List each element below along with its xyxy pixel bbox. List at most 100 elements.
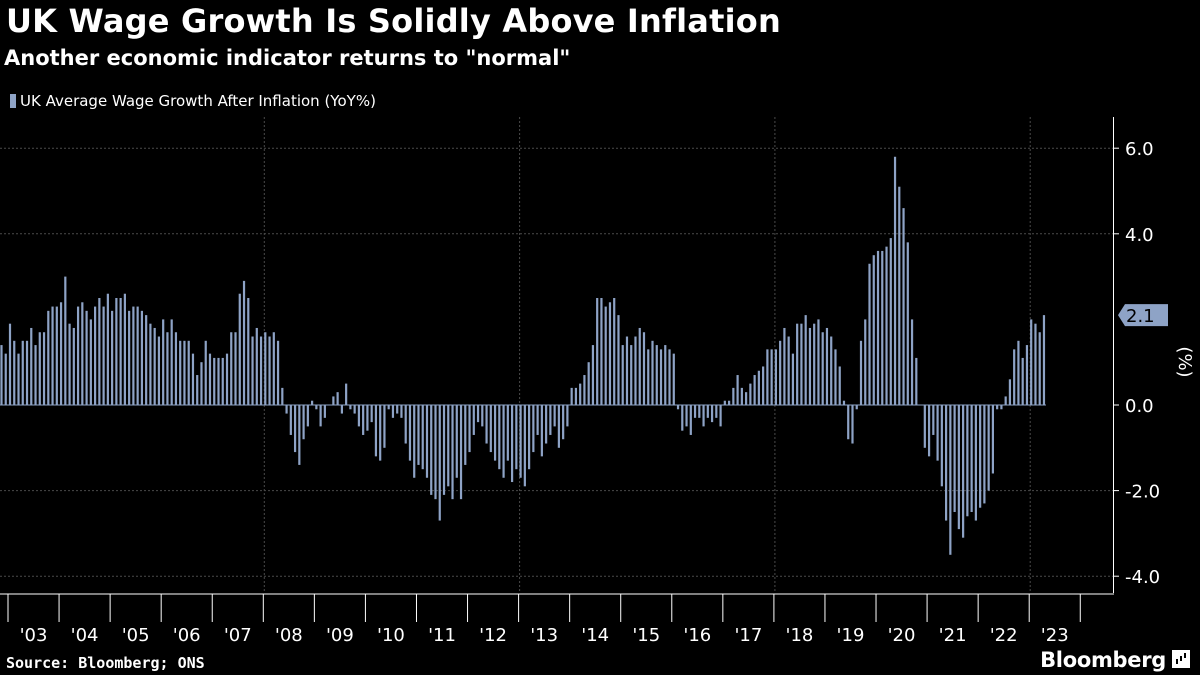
bar: [1025, 345, 1029, 405]
bar: [404, 405, 407, 444]
bar: [1017, 340, 1020, 405]
bar: [353, 405, 356, 414]
bar: [128, 310, 131, 405]
bar: [447, 405, 450, 487]
bar: [510, 405, 514, 483]
bar: [315, 405, 318, 410]
bar: [821, 332, 824, 405]
bar: [996, 405, 999, 410]
bar: [902, 208, 905, 405]
bar: [370, 405, 373, 423]
bar: [413, 405, 416, 478]
bar: [966, 405, 969, 517]
bar: [1030, 319, 1033, 405]
bar: [59, 302, 63, 405]
bar: [268, 336, 271, 405]
bar: [115, 298, 118, 405]
x-tick-label: '15: [632, 625, 660, 646]
bar: [247, 298, 250, 405]
bar: [549, 405, 552, 435]
bar: [396, 405, 399, 414]
bar: [174, 332, 178, 405]
bar: [298, 405, 301, 465]
bar: [566, 405, 569, 427]
bar: [64, 276, 67, 405]
bar: [472, 405, 475, 435]
bar: [830, 336, 833, 405]
bar: [864, 319, 867, 405]
y-tick-label: 6.0: [1125, 139, 1154, 160]
bar: [983, 405, 986, 504]
bar: [455, 405, 458, 478]
bar: [276, 340, 280, 405]
bar: [255, 327, 258, 405]
bar: [706, 405, 709, 418]
bar: [68, 323, 71, 405]
bar: [166, 332, 169, 405]
legend-swatch: [10, 94, 16, 108]
bar: [757, 370, 760, 405]
legend-label: UK Average Wage Growth After Inflation (…: [20, 92, 376, 110]
bar: [89, 319, 92, 405]
bar: [119, 298, 122, 405]
bar: [357, 405, 361, 427]
bar: [591, 345, 595, 405]
bar: [417, 405, 420, 465]
bar: [421, 405, 424, 470]
bar: [111, 310, 114, 405]
x-tick-label: '04: [71, 625, 99, 646]
bar: [464, 405, 467, 465]
bar: [204, 340, 207, 405]
bar: [157, 336, 161, 405]
bar: [94, 306, 97, 405]
bar: [149, 323, 152, 405]
bar: [779, 340, 782, 405]
bar: [200, 362, 203, 405]
bar: [98, 298, 101, 405]
bar: [910, 319, 914, 405]
bar: [536, 405, 539, 435]
bar: [715, 405, 718, 418]
bar: [34, 345, 37, 405]
bar: [698, 405, 701, 418]
bar: [685, 405, 688, 427]
bar: [953, 405, 956, 512]
bar: [681, 405, 684, 431]
bar: [906, 242, 909, 405]
bar: [1034, 323, 1037, 405]
bar: [647, 349, 650, 405]
bar: [532, 405, 535, 453]
bar: [766, 349, 769, 405]
bar: [608, 302, 612, 405]
bar: [736, 375, 739, 405]
bar: [553, 405, 556, 427]
bar: [719, 405, 722, 427]
bar: [13, 340, 16, 405]
bar: [132, 306, 135, 405]
axes: 6.0 4.0 0.0 -2.0 -4.0 (%) 2.1 '03 '04 '05 '06 '07 '0…: [0, 117, 1195, 646]
x-tick-label: '13: [530, 625, 558, 646]
bar: [847, 405, 850, 440]
bar: [621, 345, 624, 405]
bar: [140, 310, 144, 405]
bar: [723, 400, 726, 405]
bar: [272, 332, 275, 405]
bar: [804, 315, 807, 405]
bar: [136, 306, 139, 405]
bar: [225, 353, 229, 405]
bar: [1004, 396, 1007, 405]
bar: [600, 298, 603, 405]
bar: [340, 405, 343, 414]
bar: [940, 405, 943, 487]
bar: [162, 319, 165, 405]
bar: [893, 156, 897, 405]
bar: [430, 405, 433, 495]
x-tick-label: '16: [683, 625, 711, 646]
bar: [617, 315, 620, 405]
bar: [230, 332, 233, 405]
bar: [587, 362, 590, 405]
bar: [506, 405, 509, 461]
x-tick-label: '11: [428, 625, 456, 646]
bar: [613, 298, 616, 405]
